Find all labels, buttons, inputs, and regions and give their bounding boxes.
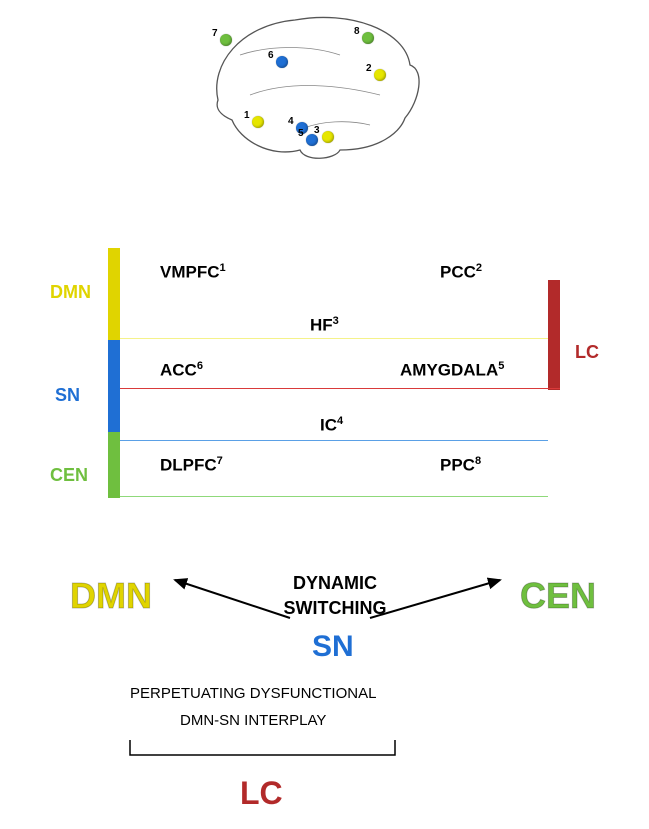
lc-big-label: LC <box>240 775 283 812</box>
figure-container: { "canvas": { "width": 649, "height": 82… <box>0 0 649 829</box>
lc-big-label-text: LC <box>240 775 283 811</box>
footer-bracket-path <box>130 740 395 755</box>
footer-bracket <box>0 0 649 829</box>
